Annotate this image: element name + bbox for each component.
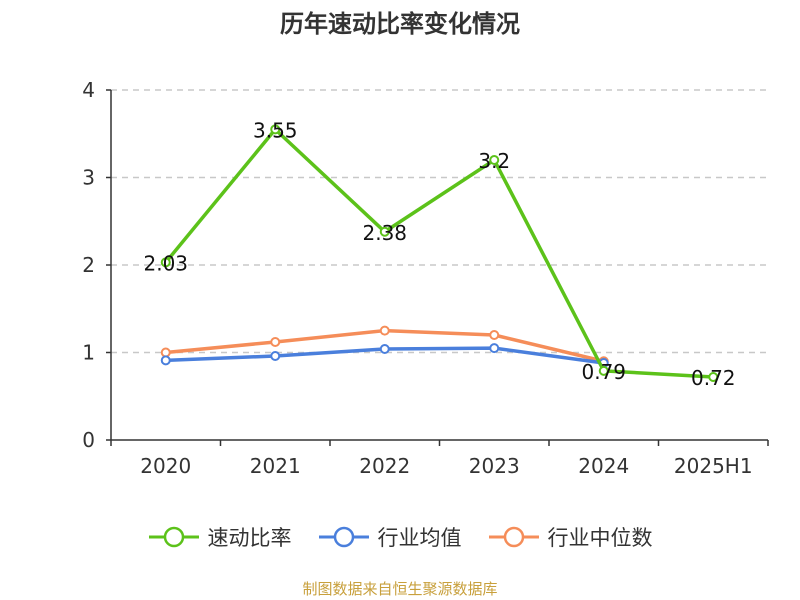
legend-line-marker-icon [318, 526, 369, 548]
x-tick-label: 2023 [469, 454, 520, 478]
series-line [164, 127, 714, 379]
data-point [379, 226, 390, 237]
chart-legend[interactable]: 速动比率 行业均值 行业中位数 [0, 520, 800, 554]
data-point [160, 347, 171, 358]
x-tick-label: 2022 [359, 454, 410, 478]
data-label: 0.79 [581, 360, 626, 384]
data-label: 0.72 [691, 366, 736, 390]
x-tick-label: 2025H1 [674, 454, 753, 478]
data-point [270, 337, 281, 347]
chart-title: 历年速动比率变化情况 [280, 10, 520, 38]
data-point [270, 351, 281, 361]
data-source-note: 制图数据来自恒生聚源数据库 [302, 580, 498, 598]
data-point [489, 343, 500, 354]
y-tick-label: 0 [82, 428, 95, 452]
data-point [160, 257, 171, 268]
legend-line-marker-icon [488, 526, 539, 548]
data-point [489, 155, 500, 165]
legend-item[interactable]: 行业中位数 [488, 522, 653, 552]
y-tick-label: 3 [82, 166, 95, 190]
legend-label: 行业均值 [377, 526, 462, 550]
x-tick-label: 2024 [578, 454, 629, 478]
data-point [379, 344, 390, 354]
data-point [270, 124, 281, 135]
legend-label: 速动比率 [207, 526, 292, 550]
data-label: 2.03 [143, 251, 188, 275]
x-tick-label: 2020 [140, 454, 191, 478]
data-point [708, 372, 719, 382]
data-label: 3.55 [253, 118, 298, 142]
y-tick-label: 1 [82, 341, 95, 365]
legend-item[interactable]: 行业均值 [318, 522, 462, 552]
data-point [598, 365, 609, 376]
y-tick-label: 2 [82, 253, 95, 277]
legend-label: 行业中位数 [547, 526, 653, 550]
y-tick-label: 4 [82, 78, 95, 102]
x-tick-label: 2021 [250, 454, 301, 478]
data-label: 3.2 [478, 149, 510, 173]
legend-item[interactable]: 速动比率 [148, 522, 292, 552]
data-point [489, 330, 500, 340]
data-point [379, 325, 390, 336]
data-label: 2.38 [362, 221, 407, 245]
legend-line-marker-icon [148, 526, 199, 548]
data-point [160, 355, 171, 366]
